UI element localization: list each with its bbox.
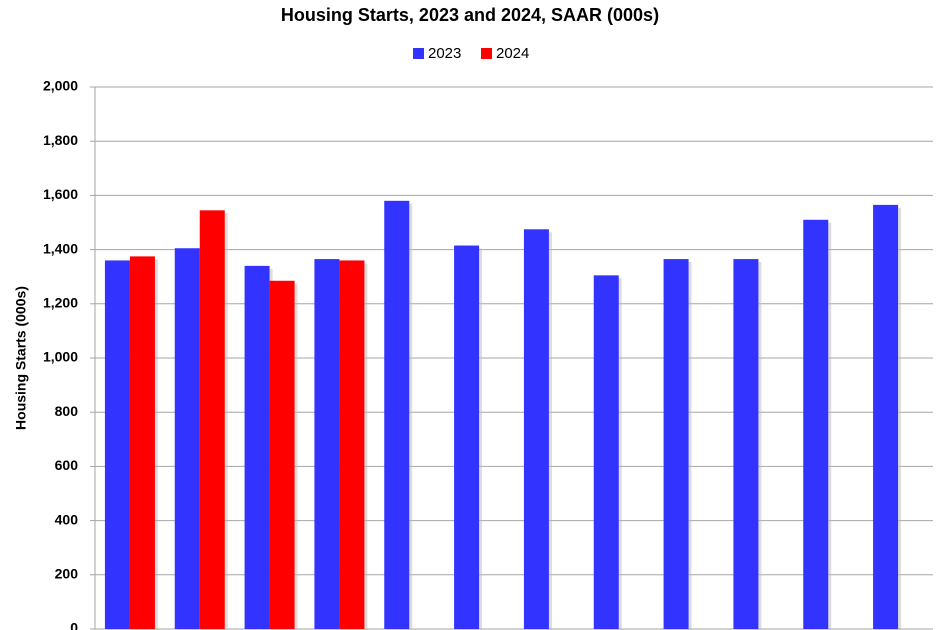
bar bbox=[129, 256, 155, 629]
y-tick-label: 2,000 bbox=[43, 78, 78, 94]
bar bbox=[803, 219, 829, 630]
legend-swatch bbox=[413, 48, 424, 59]
y-tick-label: 1,400 bbox=[43, 240, 78, 256]
bar bbox=[384, 200, 410, 629]
y-tick-label: 0 bbox=[70, 620, 78, 630]
bar bbox=[104, 260, 130, 629]
bar bbox=[593, 275, 619, 629]
legend-swatch bbox=[481, 48, 492, 59]
y-tick-label: 1,800 bbox=[43, 132, 78, 148]
bar bbox=[454, 245, 480, 629]
bar bbox=[199, 210, 225, 629]
legend-label: 2024 bbox=[496, 45, 529, 62]
y-tick-label: 400 bbox=[55, 511, 79, 527]
y-tick-label: 800 bbox=[55, 403, 79, 419]
bar bbox=[733, 259, 759, 629]
bar bbox=[314, 259, 340, 629]
bar bbox=[523, 229, 549, 629]
bar bbox=[663, 259, 689, 629]
y-tick-label: 1,600 bbox=[43, 186, 78, 202]
bar bbox=[339, 260, 365, 629]
y-tick-label: 1,200 bbox=[43, 295, 78, 311]
bar bbox=[873, 204, 899, 629]
legend-label: 2023 bbox=[428, 45, 461, 62]
bar bbox=[269, 280, 295, 629]
y-tick-label: 1,000 bbox=[43, 349, 78, 365]
y-axis-label: Housing Starts (000s) bbox=[13, 286, 29, 430]
y-tick-label: 600 bbox=[55, 457, 79, 473]
bar bbox=[244, 265, 270, 629]
y-tick-label: 200 bbox=[55, 566, 79, 582]
chart-title: Housing Starts, 2023 and 2024, SAAR (000… bbox=[281, 5, 659, 25]
bar bbox=[174, 248, 200, 629]
